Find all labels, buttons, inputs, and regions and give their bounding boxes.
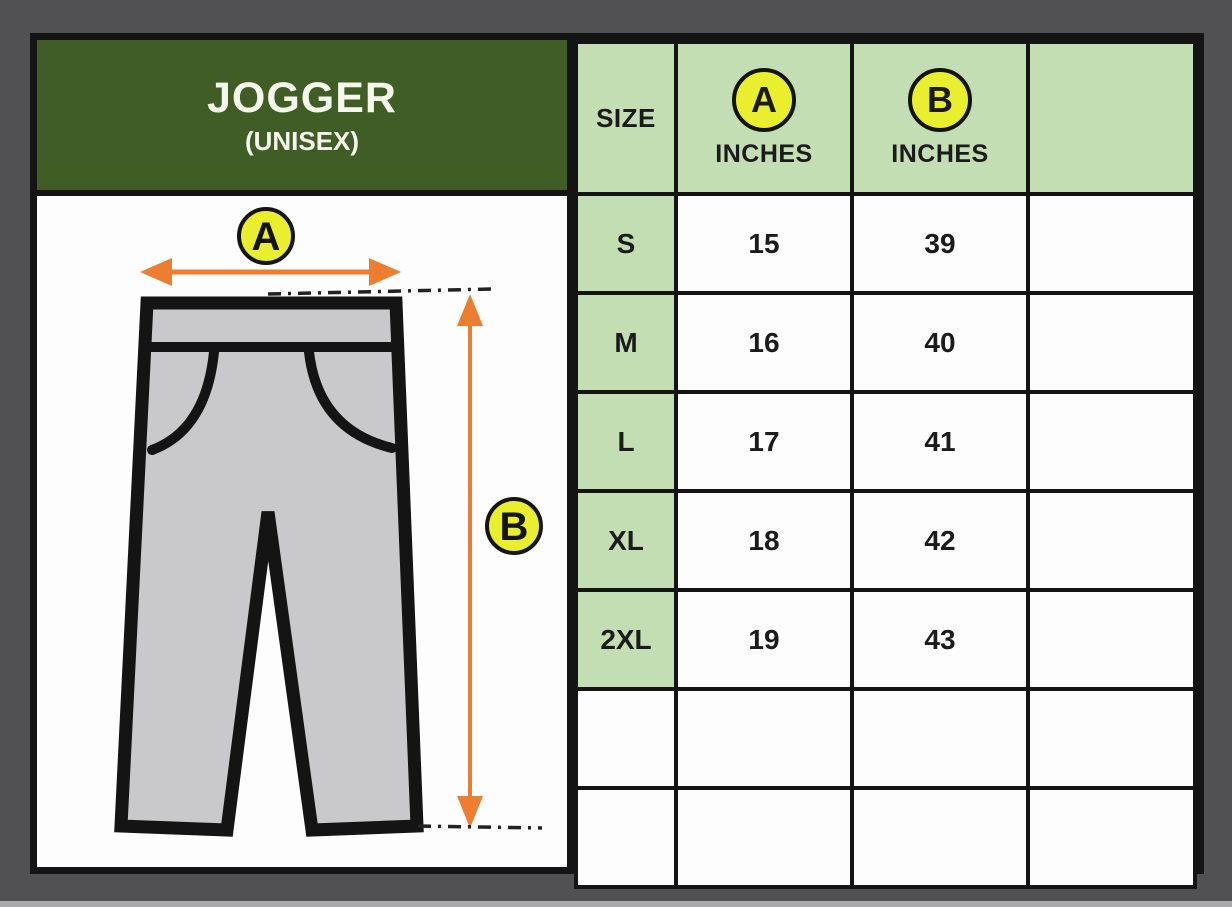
measure-a-badge: A [732,67,796,132]
size-cell: S [574,192,678,295]
table-row-2xl: 2XL 19 43 [574,588,1197,691]
measure-b-arrowhead-bottom [457,796,483,828]
size-cell [574,687,678,790]
jogger-diagram-svg: A B [114,207,543,837]
a-value-cell [674,786,854,889]
jogger-measurement-diagram: A B [37,196,567,867]
product-subtitle: (UNISEX) [244,125,360,156]
extra-cell [1026,588,1197,691]
measure-a-unit-label: INCHES [715,139,813,168]
b-value-cell: 43 [850,588,1030,691]
size-table: SIZE A INCHES B INCHES S 15 39 M 16 40 L [574,40,1197,889]
b-value-cell: 42 [850,489,1030,592]
a-value-cell: 16 [674,291,854,394]
b-value-cell [850,786,1030,889]
measure-a-arrowhead-left [140,258,172,286]
size-chart-board: JOGGER (UNISEX) [30,33,1204,889]
measure-b-badge: B [908,67,972,132]
size-cell: M [574,291,678,394]
extra-cell [1026,192,1197,295]
product-header: JOGGER (UNISEX) [37,40,567,196]
hem-guide-line [417,824,543,830]
table-row-l: L 17 41 [574,390,1197,493]
size-cell: 2XL [574,588,678,691]
measure-a-badge [237,207,295,265]
left-pocket-curve [147,347,219,455]
extra-cell [1026,687,1197,790]
extra-cell [1026,489,1197,592]
measure-a-arrowhead-right [369,258,401,286]
table-row-m: M 16 40 [574,291,1197,394]
measure-b-unit-label: INCHES [891,139,989,168]
size-cell: XL [574,489,678,592]
table-row-empty [574,786,1197,889]
extra-cell [1026,390,1197,493]
measure-b-badge [485,497,543,555]
extra-cell [1026,786,1197,889]
right-pocket-curve [304,347,397,453]
extra-cell [1026,291,1197,394]
measure-b-arrowhead-top [457,294,483,326]
product-title: JOGGER [207,73,397,122]
table-row-xl: XL 18 42 [574,489,1197,592]
pants-outline [114,296,424,837]
measure-a-column-header: A INCHES [674,40,854,196]
left-panel: JOGGER (UNISEX) [37,40,574,867]
b-value-cell [850,687,1030,790]
b-value-cell: 39 [850,192,1030,295]
size-column-header: SIZE [574,40,678,196]
a-value-cell: 15 [674,192,854,295]
table-header-row: SIZE A INCHES B INCHES [574,40,1197,196]
frame-bottom-highlight [0,901,1232,907]
measure-b-label: B [500,505,529,549]
measure-b-column-header: B INCHES [850,40,1030,196]
measure-b-letter: B [927,78,953,120]
table-row-s: S 15 39 [574,192,1197,295]
b-value-cell: 40 [850,291,1030,394]
waist-guide-line [267,287,493,296]
size-cell: L [574,390,678,493]
table-row-empty [574,687,1197,790]
a-value-cell: 17 [674,390,854,493]
size-cell [574,786,678,889]
a-value-cell: 19 [674,588,854,691]
b-value-cell: 41 [850,390,1030,493]
extra-column-header [1026,40,1197,196]
a-value-cell [674,687,854,790]
a-value-cell: 18 [674,489,854,592]
measure-a-label: A [252,215,281,259]
measure-a-letter: A [751,78,777,120]
